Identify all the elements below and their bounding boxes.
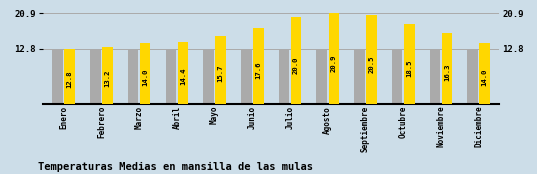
Bar: [442, 33, 452, 104]
Bar: [215, 36, 226, 104]
Bar: [64, 49, 75, 104]
Bar: [480, 43, 490, 104]
Bar: [329, 13, 339, 104]
Text: 13.2: 13.2: [105, 70, 111, 87]
Text: 18.5: 18.5: [407, 59, 412, 77]
Text: 14.4: 14.4: [180, 67, 186, 85]
Bar: [253, 28, 264, 104]
Text: Temperaturas Medias en mansilla de las mulas: Temperaturas Medias en mansilla de las m…: [38, 162, 313, 172]
Bar: [467, 49, 478, 104]
Bar: [128, 49, 139, 104]
Text: 14.0: 14.0: [482, 68, 488, 86]
Text: 15.7: 15.7: [217, 65, 223, 82]
Bar: [241, 49, 251, 104]
Bar: [53, 49, 63, 104]
Bar: [430, 49, 440, 104]
Bar: [279, 49, 289, 104]
Text: 20.5: 20.5: [368, 56, 374, 73]
Bar: [316, 49, 327, 104]
Bar: [204, 49, 214, 104]
Text: 12.8: 12.8: [67, 70, 72, 88]
Text: 16.3: 16.3: [444, 64, 450, 81]
Text: 14.0: 14.0: [142, 68, 148, 86]
Bar: [392, 49, 402, 104]
Bar: [404, 24, 415, 104]
Bar: [291, 17, 301, 104]
Bar: [140, 43, 150, 104]
Bar: [102, 47, 113, 104]
Bar: [354, 49, 365, 104]
Bar: [90, 49, 100, 104]
Text: 20.0: 20.0: [293, 56, 299, 74]
Text: 20.9: 20.9: [331, 55, 337, 72]
Bar: [178, 42, 188, 104]
Bar: [165, 49, 176, 104]
Bar: [366, 15, 377, 104]
Text: 17.6: 17.6: [256, 61, 262, 79]
